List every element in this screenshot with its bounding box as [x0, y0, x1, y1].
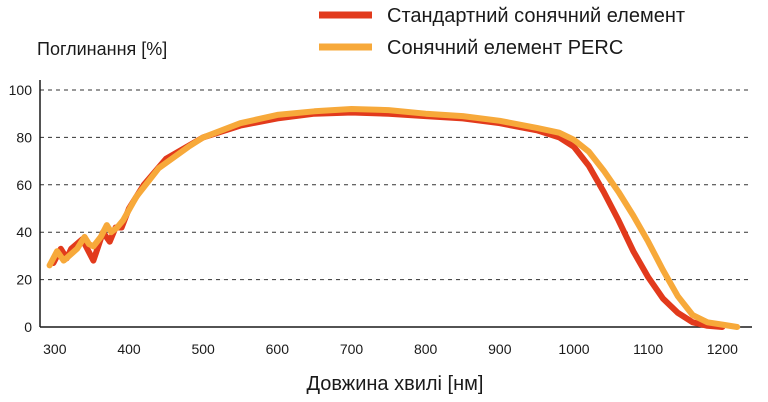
legend-label-perc: Сонячний елемент PERC	[387, 37, 623, 59]
y-tick-label: 60	[16, 177, 32, 193]
y-axis-label: Поглинання [%]	[37, 39, 167, 59]
x-axis-label: Довжина хвилі [нм]	[307, 373, 484, 395]
series-line-standard	[50, 109, 726, 330]
x-tick-label: 1100	[633, 341, 663, 357]
x-tick-label: 700	[340, 341, 364, 357]
x-tick-labels: 300 400 500 600 700 800 900 1000 1100 1200	[43, 341, 738, 357]
axes	[39, 80, 752, 328]
x-tick-label: 500	[191, 341, 215, 357]
legend: Стандартний сонячний елемент Сонячний ел…	[319, 5, 685, 59]
x-tick-label: 1000	[558, 341, 589, 357]
y-tick-label: 80	[16, 129, 32, 145]
x-tick-label: 800	[414, 341, 438, 357]
series-line-perc	[46, 106, 741, 330]
grid-lines	[40, 89, 752, 281]
y-tick-label: 20	[16, 272, 32, 288]
y-tick-label: 100	[9, 82, 33, 98]
y-tick-label: 0	[24, 319, 32, 335]
legend-label-standard: Стандартний сонячний елемент	[387, 5, 685, 27]
x-tick-label: 900	[488, 341, 512, 357]
y-tick-labels: 0 20 40 60 80 100	[9, 82, 33, 335]
x-tick-label: 1200	[707, 341, 738, 357]
series-lines	[46, 106, 741, 330]
x-tick-label: 400	[117, 341, 141, 357]
x-tick-label: 600	[266, 341, 290, 357]
x-tick-label: 300	[43, 341, 67, 357]
y-tick-label: 40	[16, 224, 32, 240]
